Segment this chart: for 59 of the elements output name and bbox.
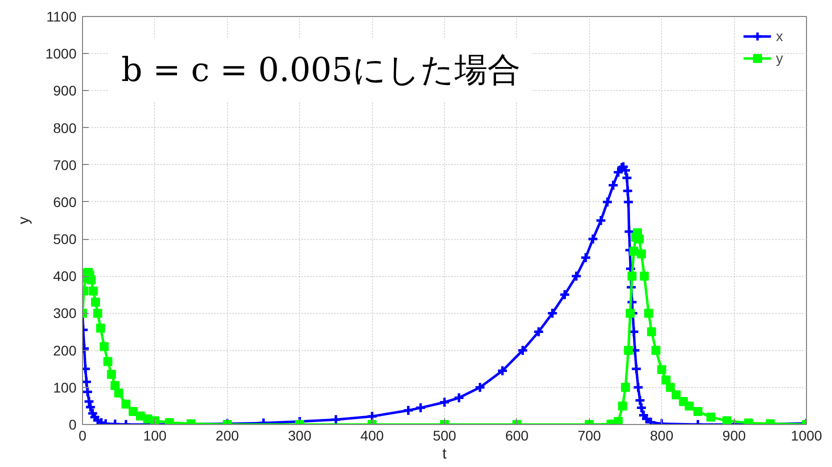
point [647, 327, 656, 336]
point [121, 400, 130, 409]
x-tick-label: 700 [578, 428, 602, 444]
x-tick-label: 100 [143, 428, 167, 444]
point [651, 346, 660, 355]
x-tick-label: 800 [650, 428, 674, 444]
point [96, 324, 106, 333]
point [106, 370, 116, 379]
point [128, 407, 138, 416]
x-tick-label: 300 [288, 428, 312, 444]
x-axis-title: t [442, 446, 448, 462]
x-tick-label: 0 [78, 428, 87, 444]
point [624, 346, 633, 355]
point [684, 401, 694, 410]
x-tick-label: 400 [360, 428, 384, 444]
point [91, 298, 100, 307]
point [666, 382, 675, 392]
x-tick-label: 500 [432, 428, 456, 444]
x-tick-label: 200 [216, 428, 240, 444]
point [662, 375, 671, 384]
point [722, 416, 732, 424]
legend-label: x [776, 28, 784, 44]
point [640, 272, 649, 281]
point [114, 388, 124, 398]
x-tick-label: 1000 [790, 428, 822, 444]
y-tick-label: 800 [53, 120, 77, 136]
point [103, 356, 112, 366]
point [644, 308, 654, 318]
point [693, 407, 702, 416]
y-tick-label: 700 [53, 156, 77, 173]
y-tick-label: 400 [53, 268, 77, 284]
y-tick-label: 900 [53, 82, 77, 99]
point [657, 365, 666, 374]
y-tick-label: 100 [53, 379, 77, 396]
point [621, 382, 630, 392]
point [628, 272, 637, 281]
x-tick-label: 900 [722, 428, 746, 444]
point [86, 275, 96, 284]
point [100, 342, 109, 352]
point [88, 286, 98, 296]
y-tick-label: 0 [68, 416, 77, 432]
annotation: b = c = 0.005にした場合 [121, 50, 521, 90]
point [93, 308, 102, 318]
point [626, 308, 635, 318]
point [706, 412, 716, 422]
point [110, 381, 120, 390]
y-tick-label: 300 [53, 305, 77, 322]
y-tick-label: 600 [53, 194, 77, 210]
y-tick-label: 1100 [46, 8, 77, 24]
x-tick-label: 600 [505, 428, 529, 444]
point [636, 249, 646, 258]
point [618, 401, 628, 410]
point [672, 390, 681, 400]
y-axis-title: y [15, 216, 32, 224]
y-tick-label: 200 [53, 342, 77, 358]
point [614, 417, 623, 424]
y-tick-label: 1000 [45, 46, 77, 62]
y-tick-label: 500 [53, 231, 77, 248]
legend-label: y [776, 50, 784, 66]
